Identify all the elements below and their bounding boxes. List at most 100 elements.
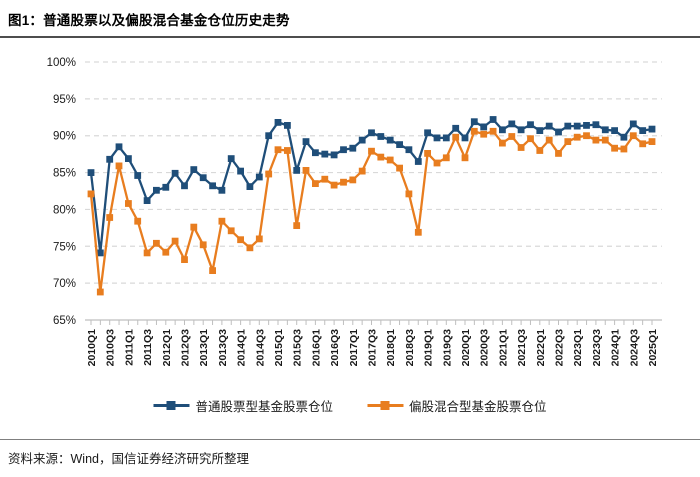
- data-point-marker: [134, 217, 142, 225]
- y-axis-labels: 65% 70% 75% 80% 85% 90% 95% 100%: [47, 57, 76, 327]
- x-tick-label: 2013Q3: [217, 329, 229, 367]
- data-point-marker: [442, 154, 450, 162]
- data-point-marker: [470, 118, 478, 126]
- data-point-marker: [349, 176, 357, 184]
- data-point-marker: [629, 132, 637, 140]
- x-tick-label: 2011Q1: [123, 329, 135, 366]
- data-point-marker: [87, 169, 95, 176]
- data-point-marker: [312, 149, 319, 157]
- data-point-marker: [246, 244, 254, 252]
- data-point-marker: [517, 126, 525, 134]
- data-point-marker: [209, 182, 216, 190]
- series-0: [87, 116, 656, 257]
- data-point-marker: [639, 127, 647, 134]
- data-point-marker: [246, 183, 254, 190]
- data-point-marker: [293, 167, 301, 174]
- y-tick-label: 100%: [47, 57, 76, 69]
- x-tick-label: 2015Q1: [273, 329, 285, 367]
- data-point-marker: [583, 122, 590, 129]
- data-point-marker: [545, 122, 553, 130]
- data-point-marker: [527, 121, 534, 129]
- data-point-marker: [368, 129, 375, 137]
- data-point-marker: [489, 127, 497, 135]
- data-point-marker: [199, 241, 207, 249]
- data-point-marker: [255, 235, 263, 243]
- data-point-marker: [480, 130, 488, 138]
- data-point-marker: [601, 126, 609, 134]
- x-tick-label: 2011Q3: [142, 329, 154, 366]
- data-point-marker: [265, 170, 273, 178]
- data-point-marker: [125, 200, 132, 207]
- y-tick-label: 80%: [53, 204, 76, 216]
- data-point-marker: [312, 180, 319, 187]
- data-point-marker: [386, 156, 394, 164]
- data-point-marker: [293, 222, 301, 229]
- x-tick-label: 2017Q1: [348, 329, 360, 367]
- data-point-marker: [499, 139, 506, 147]
- data-point-marker: [96, 249, 104, 257]
- data-point-marker: [639, 140, 647, 148]
- data-point-marker: [583, 132, 590, 140]
- data-point-marker: [106, 155, 114, 163]
- data-point-marker: [527, 135, 534, 143]
- data-point-marker: [414, 158, 422, 165]
- data-point-marker: [349, 144, 357, 152]
- data-point-marker: [629, 120, 637, 128]
- x-tick-label: 2014Q3: [254, 329, 266, 367]
- data-point-marker: [321, 175, 329, 183]
- data-point-marker: [573, 122, 581, 130]
- x-tick-label: 2013Q1: [198, 329, 210, 367]
- x-tick-label: 2012Q1: [161, 329, 173, 367]
- data-point-marker: [648, 138, 656, 145]
- data-point-marker: [499, 126, 506, 134]
- data-point-marker: [424, 129, 431, 137]
- data-point-marker: [190, 223, 198, 231]
- data-point-marker: [106, 214, 114, 221]
- x-tick-label: 2025Q1: [647, 329, 659, 367]
- data-point-marker: [134, 172, 142, 179]
- data-point-marker: [227, 155, 235, 162]
- x-tick-label: 2015Q3: [292, 329, 304, 367]
- x-tick-label: 2021Q1: [497, 329, 509, 367]
- data-point-marker: [620, 145, 628, 153]
- y-tick-label: 85%: [53, 168, 76, 180]
- data-point-marker: [265, 132, 273, 140]
- data-point-marker: [564, 138, 572, 145]
- data-point-marker: [218, 217, 226, 225]
- data-point-marker: [218, 186, 226, 194]
- data-point-marker: [340, 178, 347, 186]
- data-point-marker: [433, 134, 441, 142]
- data-point-marker: [181, 182, 188, 190]
- series-line: [89, 130, 653, 294]
- x-tick-label: 2010Q1: [86, 329, 98, 367]
- data-point-marker: [508, 120, 516, 128]
- data-point-marker: [573, 133, 581, 141]
- data-point-marker: [255, 173, 263, 181]
- y-tick-label: 75%: [53, 241, 76, 253]
- x-tick-label: 2019Q1: [423, 329, 435, 367]
- data-point-marker: [386, 136, 394, 144]
- data-point-marker: [181, 256, 188, 263]
- data-point-marker: [433, 159, 441, 167]
- y-tick-label: 65%: [53, 315, 76, 327]
- data-point-marker: [274, 119, 282, 126]
- legend-square-marker-icon: [166, 400, 176, 410]
- data-point-marker: [396, 141, 403, 148]
- data-point-marker: [237, 167, 244, 175]
- x-axis-ticks: [90, 320, 653, 325]
- data-point-marker: [555, 128, 562, 136]
- data-point-marker: [284, 122, 291, 129]
- data-point-marker: [452, 124, 460, 132]
- data-point-marker: [480, 123, 488, 131]
- data-point-marker: [555, 150, 562, 157]
- data-point-marker: [96, 288, 104, 296]
- data-point-marker: [405, 146, 413, 154]
- data-point-marker: [620, 133, 628, 141]
- y-tick-label: 70%: [53, 278, 76, 290]
- data-point-marker: [648, 125, 656, 133]
- x-tick-label: 2018Q3: [404, 329, 416, 367]
- x-tick-label: 2014Q1: [236, 329, 248, 367]
- data-point-marker: [517, 144, 525, 151]
- gridlines: [85, 61, 662, 321]
